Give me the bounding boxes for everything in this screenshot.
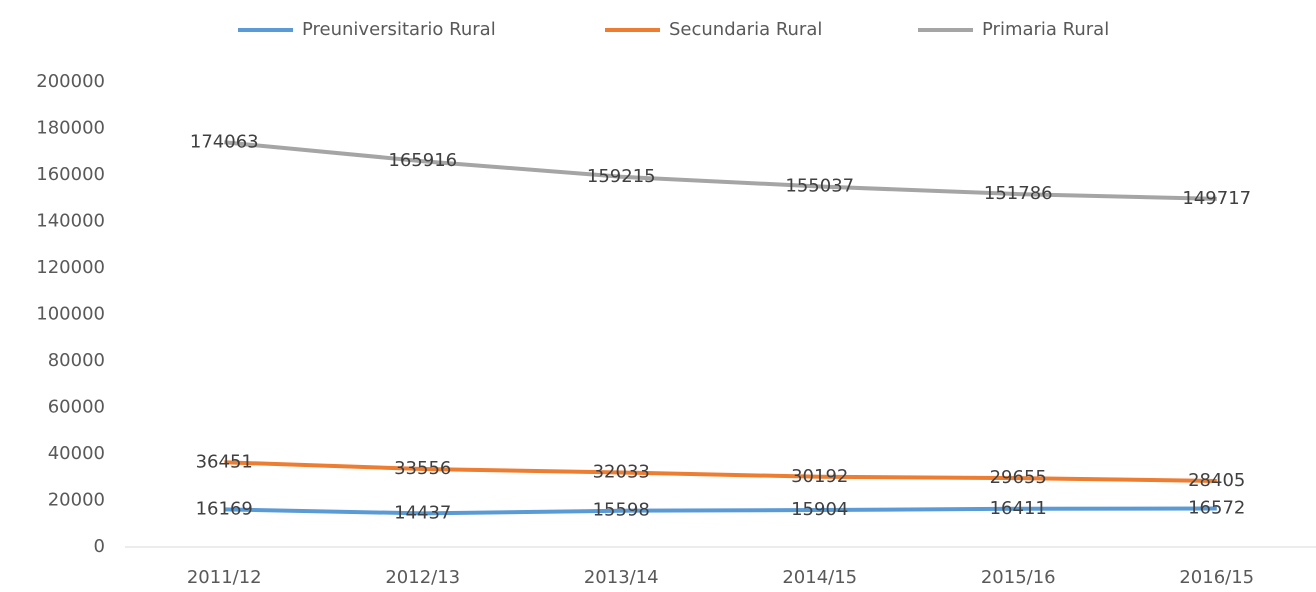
legend-label: Preuniversitario Rural: [302, 19, 496, 40]
y-tick-label: 0: [94, 536, 105, 557]
y-tick-label: 100000: [36, 304, 105, 325]
data-label: 159215: [587, 166, 656, 187]
data-label: 15598: [593, 500, 650, 521]
y-tick-label: 20000: [48, 490, 105, 511]
y-tick-label: 80000: [48, 350, 105, 371]
data-label: 149717: [1182, 188, 1251, 209]
y-tick-label: 120000: [36, 257, 105, 278]
data-label: 32033: [593, 462, 650, 483]
x-tick-label: 2011/12: [187, 567, 262, 588]
x-tick-label: 2014/15: [782, 567, 857, 588]
data-label: 16169: [196, 498, 253, 519]
y-tick-label: 200000: [36, 71, 105, 92]
x-tick-label: 2016/15: [1179, 567, 1254, 588]
x-tick-label: 2012/13: [385, 567, 460, 588]
data-label: 165916: [388, 150, 457, 171]
legend-label: Secundaria Rural: [669, 19, 822, 40]
data-label: 28405: [1188, 470, 1245, 491]
y-tick-label: 60000: [48, 397, 105, 418]
series-line: [224, 140, 1217, 201]
series-line: [224, 460, 1217, 483]
data-label: 16411: [990, 498, 1047, 519]
data-label: 33556: [394, 458, 451, 479]
data-label: 29655: [990, 467, 1047, 488]
data-label: 174063: [190, 131, 259, 152]
data-label: 151786: [984, 183, 1053, 204]
data-label: 16572: [1188, 497, 1245, 518]
data-label: 14437: [394, 502, 451, 523]
data-label: 15904: [791, 499, 848, 520]
y-tick-label: 40000: [48, 443, 105, 464]
y-tick-label: 160000: [36, 164, 105, 185]
series-line: [224, 506, 1217, 516]
y-tick-label: 140000: [36, 211, 105, 232]
data-label: 155037: [785, 176, 854, 197]
legend-label: Primaria Rural: [982, 19, 1109, 40]
y-tick-label: 180000: [36, 118, 105, 139]
x-tick-label: 2015/16: [981, 567, 1056, 588]
data-label: 36451: [196, 451, 253, 472]
x-tick-label: 2013/14: [584, 567, 659, 588]
data-label: 30192: [791, 466, 848, 487]
